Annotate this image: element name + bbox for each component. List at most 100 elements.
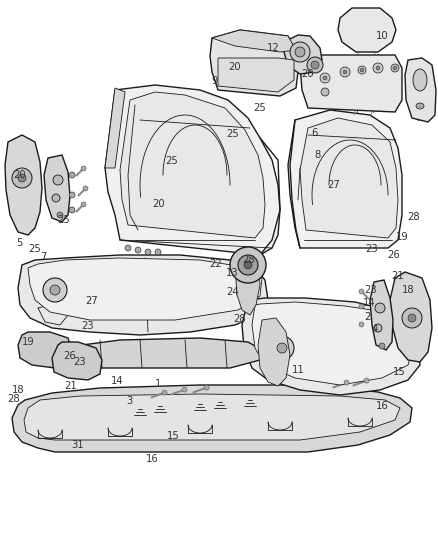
Text: 28: 28 <box>408 213 420 222</box>
Polygon shape <box>390 272 432 362</box>
Text: 23: 23 <box>81 321 94 331</box>
Circle shape <box>320 73 330 83</box>
Circle shape <box>52 194 60 202</box>
Text: 27: 27 <box>85 296 99 306</box>
Circle shape <box>135 247 141 253</box>
Circle shape <box>83 186 88 191</box>
Polygon shape <box>370 280 393 350</box>
Polygon shape <box>288 110 402 248</box>
Circle shape <box>391 64 399 72</box>
Circle shape <box>393 66 397 70</box>
Text: 19: 19 <box>22 337 35 347</box>
Text: 20: 20 <box>152 199 165 208</box>
Text: 21: 21 <box>64 382 78 391</box>
Circle shape <box>402 308 422 328</box>
Text: 27: 27 <box>327 181 340 190</box>
Circle shape <box>359 322 364 327</box>
Circle shape <box>244 261 252 269</box>
Circle shape <box>125 245 131 251</box>
Polygon shape <box>284 35 322 74</box>
Polygon shape <box>12 385 412 452</box>
Text: 1: 1 <box>155 379 161 389</box>
Circle shape <box>53 175 63 185</box>
Circle shape <box>359 289 364 294</box>
Polygon shape <box>338 8 396 52</box>
Text: 23: 23 <box>74 358 86 367</box>
Circle shape <box>270 336 294 360</box>
Circle shape <box>162 390 167 395</box>
Polygon shape <box>218 58 294 92</box>
Polygon shape <box>44 155 70 222</box>
Text: 14: 14 <box>111 376 124 386</box>
Text: 25: 25 <box>28 245 42 254</box>
Polygon shape <box>258 318 290 386</box>
Circle shape <box>277 343 287 353</box>
Circle shape <box>57 212 63 218</box>
Circle shape <box>343 70 347 74</box>
Text: 20: 20 <box>301 69 314 78</box>
Text: 18: 18 <box>12 385 25 395</box>
Text: 19: 19 <box>396 232 409 242</box>
Circle shape <box>145 249 151 255</box>
Text: 26: 26 <box>387 250 400 260</box>
Text: 24: 24 <box>227 287 239 297</box>
Circle shape <box>376 66 380 70</box>
Circle shape <box>12 168 32 188</box>
Circle shape <box>290 42 310 62</box>
Circle shape <box>358 66 366 74</box>
Polygon shape <box>300 118 398 238</box>
Circle shape <box>69 207 75 213</box>
Text: 12: 12 <box>267 43 280 53</box>
Text: 16: 16 <box>146 455 159 464</box>
Polygon shape <box>120 92 265 238</box>
Text: 11: 11 <box>291 366 304 375</box>
Ellipse shape <box>416 103 424 109</box>
Text: 9: 9 <box>212 76 218 86</box>
Circle shape <box>295 47 305 57</box>
Circle shape <box>344 380 349 385</box>
Polygon shape <box>105 85 280 255</box>
Circle shape <box>373 63 383 73</box>
Text: 2: 2 <box>365 312 371 322</box>
Polygon shape <box>105 88 125 168</box>
Circle shape <box>230 247 266 283</box>
Text: 20: 20 <box>14 170 26 180</box>
Circle shape <box>359 304 364 309</box>
Text: 18: 18 <box>402 286 414 295</box>
Circle shape <box>43 278 67 302</box>
Text: 23: 23 <box>365 245 378 254</box>
Text: 4: 4 <box>371 325 378 334</box>
Circle shape <box>69 192 75 198</box>
Circle shape <box>364 378 369 383</box>
Text: 25: 25 <box>57 215 70 224</box>
Circle shape <box>238 255 258 275</box>
Text: 7: 7 <box>40 252 46 262</box>
Polygon shape <box>235 255 260 315</box>
Text: 26: 26 <box>63 351 76 361</box>
Text: 15: 15 <box>393 367 406 377</box>
Polygon shape <box>18 332 72 368</box>
Polygon shape <box>210 30 298 96</box>
Text: 20: 20 <box>228 62 240 71</box>
Circle shape <box>340 67 350 77</box>
Text: 25: 25 <box>165 156 178 166</box>
Circle shape <box>50 285 60 295</box>
Polygon shape <box>24 394 400 440</box>
Circle shape <box>311 61 319 69</box>
Text: 23: 23 <box>364 286 376 295</box>
Polygon shape <box>78 338 262 368</box>
Text: 6: 6 <box>311 128 318 138</box>
Text: 31: 31 <box>72 440 84 450</box>
Text: 8: 8 <box>314 150 321 159</box>
Circle shape <box>323 76 327 80</box>
Text: 13: 13 <box>226 268 238 278</box>
Text: 28: 28 <box>243 255 255 265</box>
Text: 10: 10 <box>376 31 388 41</box>
Polygon shape <box>300 55 402 112</box>
Text: 15: 15 <box>166 431 180 441</box>
Ellipse shape <box>413 69 427 91</box>
Text: 14: 14 <box>363 298 375 308</box>
Text: 22: 22 <box>209 259 222 269</box>
Text: 28: 28 <box>7 394 19 403</box>
Polygon shape <box>212 30 296 52</box>
